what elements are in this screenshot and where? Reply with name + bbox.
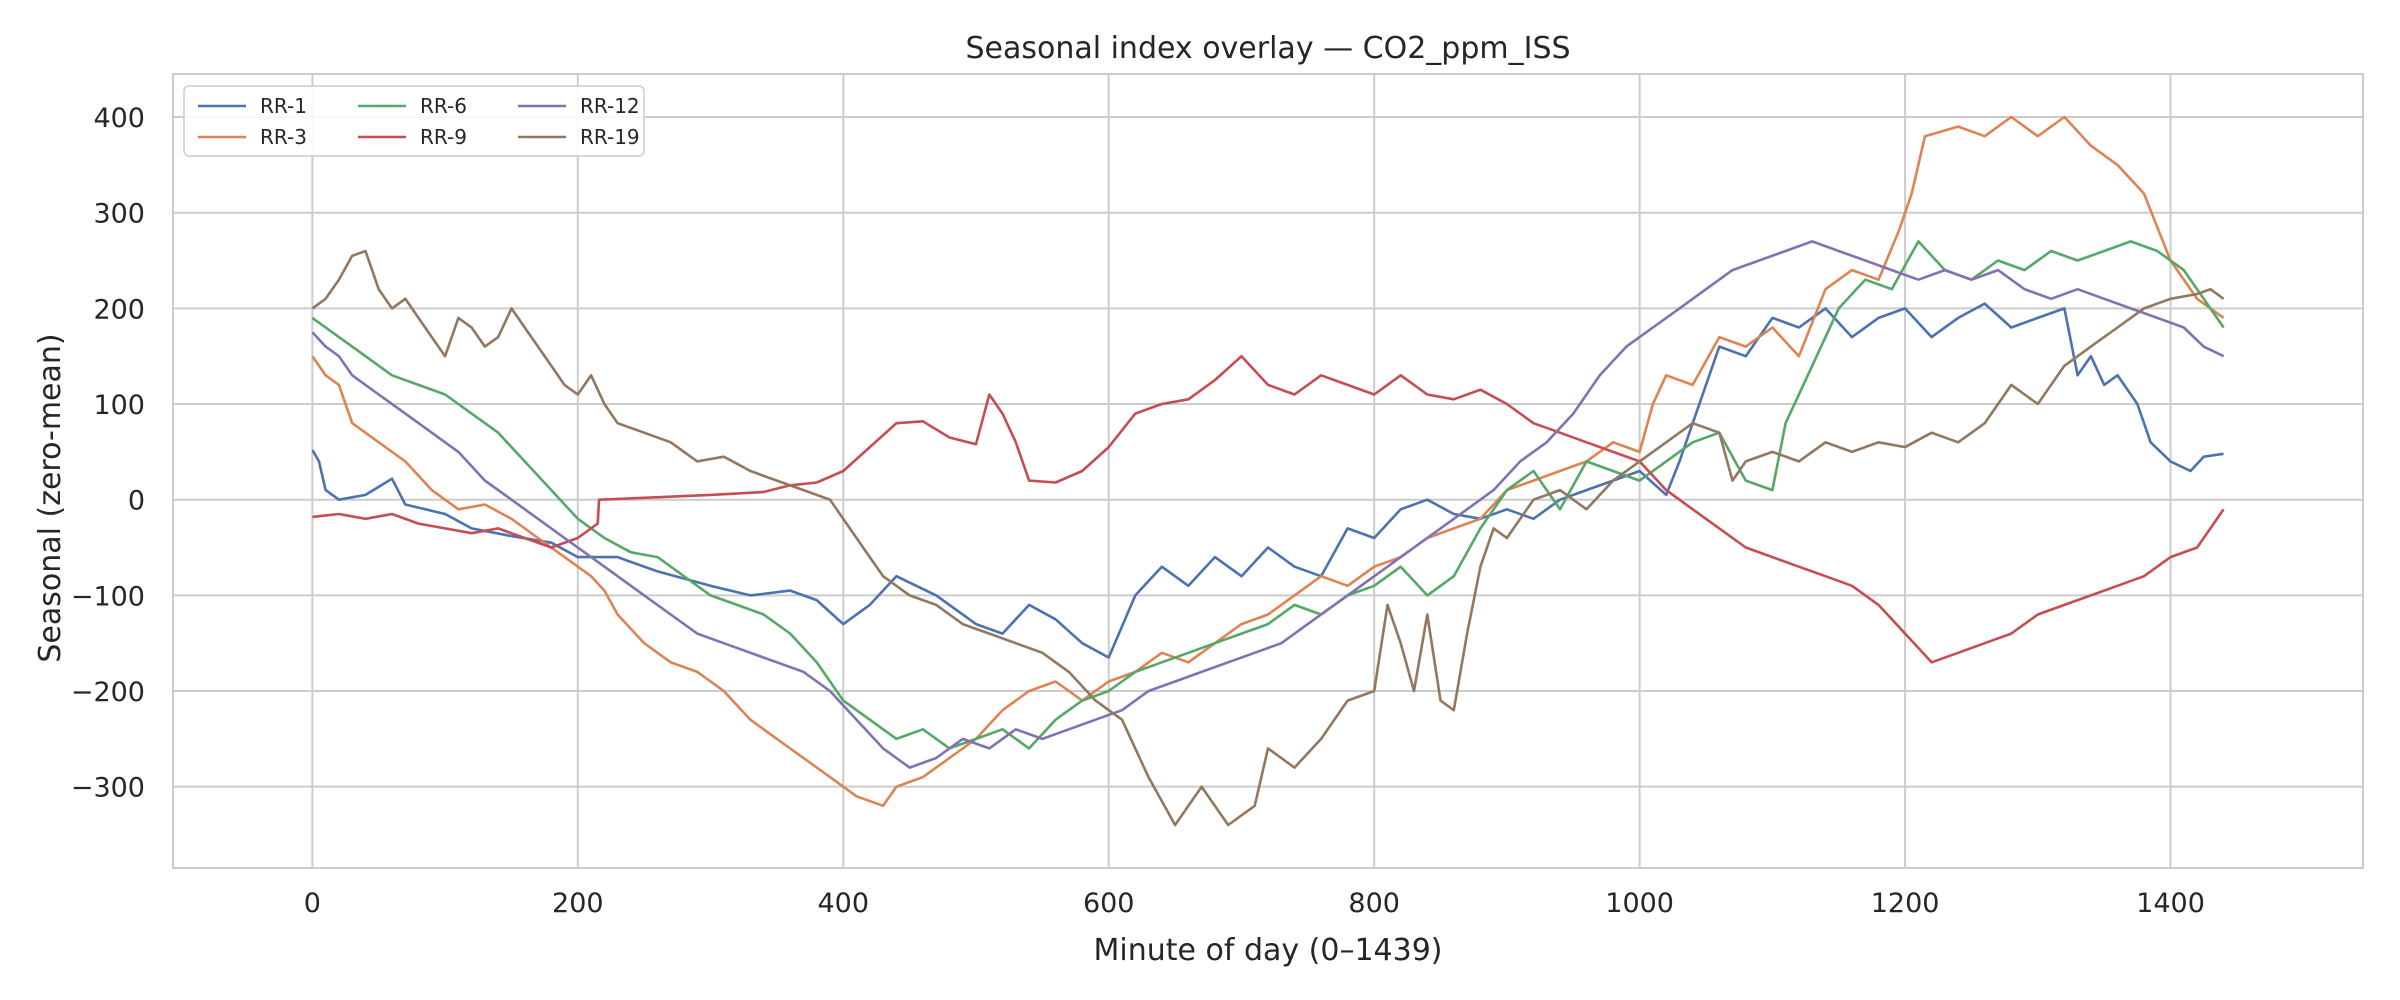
legend-box — [183, 85, 645, 157]
x-tick-labels: 0 200 400 600 800 1000 1200 1400 — [304, 888, 2205, 919]
y-tick-labels: −300 −200 −100 0 100 200 300 400 — [71, 103, 145, 804]
y-tick-label: 300 — [93, 199, 145, 230]
y-tick-label: 200 — [93, 294, 145, 325]
series-line-rr-6 — [311, 240, 2225, 750]
x-tick-label: 1400 — [2136, 888, 2205, 919]
x-tick-label: 800 — [1348, 888, 1400, 919]
x-tick-label: 0 — [304, 888, 321, 919]
series-line-rr-9 — [312, 354, 2225, 664]
y-tick-label: 400 — [93, 103, 145, 134]
series-line-rr-19 — [311, 249, 2225, 827]
y-tick-label: −300 — [71, 773, 145, 804]
x-tick-label: 400 — [817, 888, 869, 919]
series-lines — [311, 115, 2225, 827]
legend-entry-rr-3: RR-3 — [260, 125, 307, 149]
x-axis-label: Minute of day (0–1439) — [1093, 933, 1442, 968]
y-tick-label: −200 — [71, 677, 145, 708]
y-tick-label: −100 — [71, 581, 145, 612]
legend-entry-rr-6: RR-6 — [420, 94, 467, 118]
x-tick-label: 1000 — [1605, 888, 1674, 919]
chart-title: Seasonal index overlay — CO2_ppm_ISS — [965, 31, 1570, 66]
x-tick-label: 200 — [552, 888, 604, 919]
series-line-rr-1 — [311, 302, 2224, 659]
legend-entry-rr-9: RR-9 — [420, 125, 467, 149]
y-axis-label: Seasonal (zero-mean) — [33, 333, 68, 662]
series-line-rr-3 — [311, 115, 2225, 808]
legend: RR-1 RR-3 RR-6 RR-9 RR-12 RR-19 — [183, 85, 645, 157]
plot-frame — [172, 73, 2364, 869]
legend-entry-rr-1: RR-1 — [260, 94, 307, 118]
y-tick-label: 100 — [93, 390, 145, 421]
legend-entry-rr-12: RR-12 — [580, 94, 640, 118]
series-line-rr-12 — [311, 240, 2225, 769]
y-tick-label: 0 — [128, 486, 145, 517]
legend-entry-rr-19: RR-19 — [580, 125, 640, 149]
x-tick-label: 1200 — [1871, 888, 1940, 919]
x-tick-label: 600 — [1083, 888, 1135, 919]
